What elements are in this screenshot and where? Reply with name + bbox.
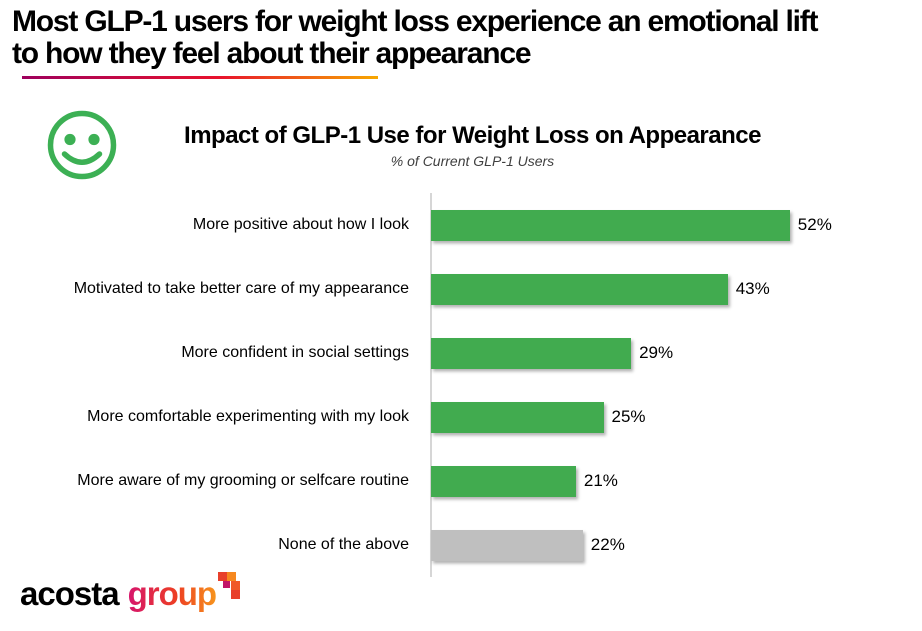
bar <box>431 273 728 305</box>
bar-track: 29% <box>431 337 922 369</box>
pixel-arrow-square <box>231 581 241 590</box>
bar-category-label: None of the above <box>278 536 409 553</box>
chart-row: More comfortable experimenting with my l… <box>0 385 922 449</box>
chart-row: More aware of my grooming or selfcare ro… <box>0 449 922 513</box>
pixel-arrow-square <box>223 581 231 588</box>
chart-title: Impact of GLP-1 Use for Weight Loss on A… <box>184 122 761 149</box>
bar-category-label: More confident in social settings <box>181 344 409 361</box>
bar-value-label: 43% <box>735 279 770 298</box>
pixel-arrow-square <box>218 572 228 581</box>
chart-subtitle: % of Current GLP-1 Users <box>390 153 555 169</box>
bar <box>431 529 583 561</box>
bar-value-label: 25% <box>611 407 646 426</box>
pixel-arrow-icon <box>218 572 244 600</box>
bar-category-label: Motivated to take better care of my appe… <box>73 280 409 297</box>
bar <box>431 401 604 433</box>
bar <box>431 465 576 497</box>
acosta-group-logo: acosta group <box>20 572 244 612</box>
smiley-icon <box>47 110 117 180</box>
chart-row: Motivated to take better care of my appe… <box>0 257 922 321</box>
logo-text-group: group <box>127 575 217 612</box>
bar-category-label: More positive about how I look <box>192 216 409 233</box>
bar-category-label: More comfortable experimenting with my l… <box>87 408 409 425</box>
bar <box>431 209 790 241</box>
bar-track: 43% <box>431 273 922 305</box>
chart-row: More positive about how I look 52% <box>0 193 922 257</box>
bar <box>431 337 632 369</box>
chart-row: None of the above 22% <box>0 513 922 577</box>
page-title: Most GLP-1 users for weight loss experie… <box>12 6 917 69</box>
bar-track: 22% <box>431 529 922 561</box>
bar-value-label: 21% <box>583 471 618 490</box>
bar-track: 25% <box>431 401 922 433</box>
pixel-arrow-square <box>231 590 241 599</box>
title-underline-accent <box>22 76 378 79</box>
bar-track: 21% <box>431 465 922 497</box>
bar-category-label: More aware of my grooming or selfcare ro… <box>77 472 409 489</box>
page-title-line-2: to how they feel about their appearance <box>12 36 532 70</box>
page-title-line-1: Most GLP-1 users for weight loss experie… <box>12 5 819 38</box>
bar-value-label: 22% <box>590 535 625 554</box>
chart-header: Impact of GLP-1 Use for Weight Loss on A… <box>120 122 825 169</box>
chart-row: More confident in social settings 29% <box>0 321 922 385</box>
bar-track: 52% <box>431 209 922 241</box>
chart-rows: More positive about how I look 52% Motivat… <box>0 193 922 577</box>
pixel-arrow-square <box>227 572 237 581</box>
chart-axis-line <box>430 193 432 577</box>
bar-value-label: 29% <box>639 343 674 362</box>
logo-text-acosta: acosta <box>20 575 120 612</box>
bar-value-label: 52% <box>797 215 832 234</box>
